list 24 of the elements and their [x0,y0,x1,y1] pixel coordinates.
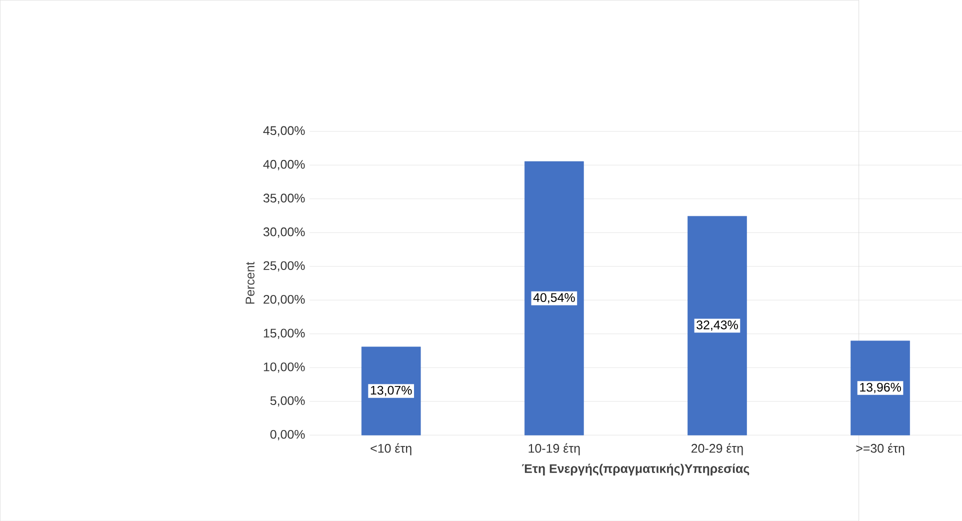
y-tick-label: 5,00% [270,396,305,406]
bar [688,216,747,436]
x-tick-label: 20-29 έτη [691,443,743,456]
x-tick-label: <10 έτη [370,443,412,456]
data-label: 32,43% [696,320,738,331]
y-tick-label: 30,00% [263,227,305,238]
y-tick-label: 35,00% [263,194,305,204]
y-tick-label: 25,00% [264,261,305,272]
y-tick-label: 15,00% [264,328,305,339]
x-tick-label: >=30 έτη [856,443,904,456]
y-axis-title: Percent [246,262,254,304]
y-tick-label: 0,00% [270,430,305,440]
y-tick-label: 10,00% [264,362,305,373]
data-label: 13,07% [370,386,412,396]
x-axis-title: Έτη Ενεργής(πραγματικής)Υπηρεσίας [522,464,750,476]
x-tick-label: 10-19 έτη [528,443,580,456]
y-tick-label: 45,00% [263,126,305,136]
y-tick-label: 40,00% [263,160,305,170]
y-tick-label: 20,00% [264,294,305,306]
bar [524,161,584,436]
bar [850,340,910,436]
data-label: 13,96% [860,382,901,394]
data-label: 40,54% [533,293,575,304]
bar [361,346,421,436]
